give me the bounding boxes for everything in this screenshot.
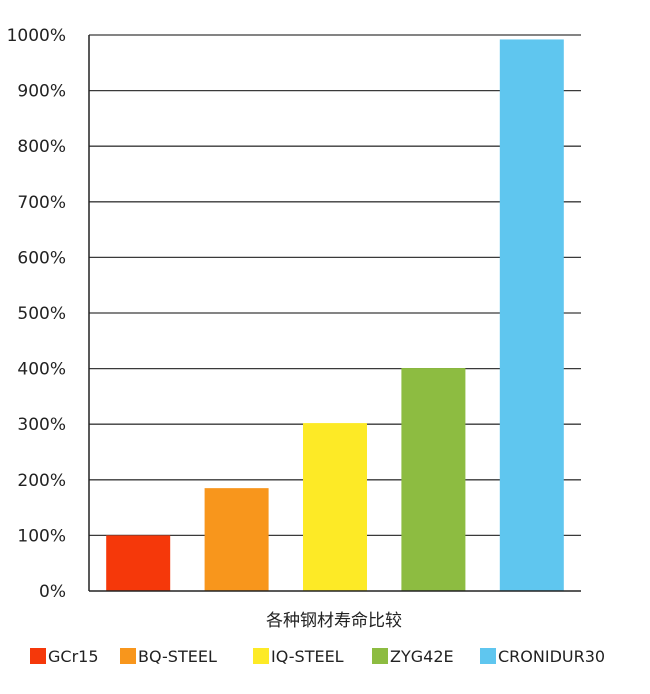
bar-bq-steel	[204, 488, 269, 591]
y-tick-label: 100%	[17, 526, 66, 546]
legend-swatch	[372, 648, 388, 664]
y-tick-label: 0%	[39, 582, 66, 602]
legend-item-zyg42e: ZYG42E	[372, 647, 454, 666]
legend-swatch	[480, 648, 496, 664]
y-tick-label: 900%	[17, 82, 66, 102]
bar-zyg42e	[401, 368, 466, 591]
axes	[88, 35, 581, 592]
legend-label: GCr15	[48, 647, 99, 666]
y-tick-labels: 0% 100% 200% 300% 400% 500% 600% 700% 800% 900% 10…	[7, 26, 66, 602]
legend-swatch	[30, 648, 46, 664]
legend-label: CRONIDUR30	[498, 647, 605, 666]
legend: GCr15 BQ-STEEL IQ-STEEL ZYG42E CRONIDUR30	[30, 647, 605, 666]
y-tick-label: 600%	[17, 248, 66, 268]
y-tick-label: 200%	[17, 471, 66, 491]
legend-item-cronidur30: CRONIDUR30	[480, 647, 605, 666]
legend-swatch	[253, 648, 269, 664]
legend-item-iq-steel: IQ-STEEL	[253, 647, 344, 666]
y-tick-label: 800%	[17, 137, 66, 157]
y-tick-label: 1000%	[7, 26, 66, 46]
legend-label: IQ-STEEL	[271, 647, 344, 666]
legend-swatch	[120, 648, 136, 664]
legend-item-gcr15: GCr15	[30, 647, 99, 666]
y-tick-label: 400%	[17, 360, 66, 380]
bars	[106, 39, 564, 591]
legend-label: BQ-STEEL	[138, 647, 217, 666]
y-tick-label: 300%	[17, 415, 66, 435]
gridlines	[89, 34, 581, 537]
legend-label: ZYG42E	[390, 647, 454, 666]
bar-cronidur30	[499, 39, 564, 591]
x-axis-title: 各种钢材寿命比较	[266, 611, 402, 631]
bar-iq-steel	[303, 423, 367, 591]
legend-item-bq-steel: BQ-STEEL	[120, 647, 217, 666]
y-tick-label: 500%	[17, 304, 66, 324]
y-tick-label: 700%	[17, 193, 66, 213]
bar-gcr15	[106, 535, 171, 591]
